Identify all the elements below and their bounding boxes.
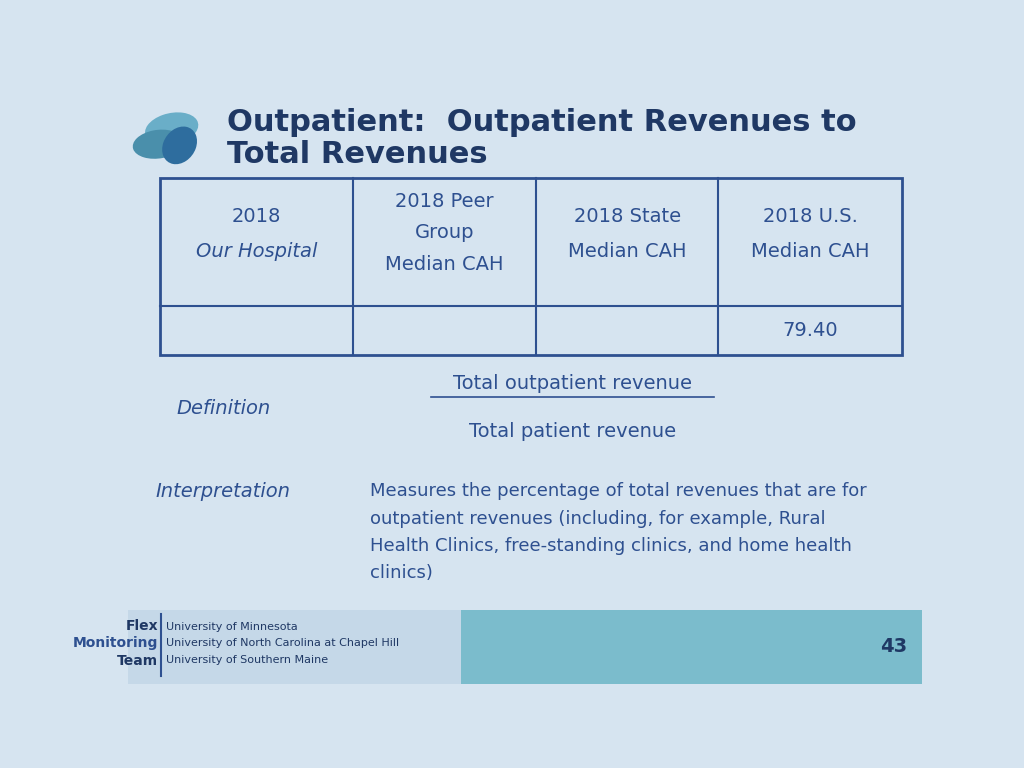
Text: University of Southern Maine: University of Southern Maine [166, 655, 329, 665]
Ellipse shape [133, 130, 183, 159]
Text: Flex: Flex [126, 618, 158, 633]
Text: 2018: 2018 [231, 207, 282, 226]
Text: 79.40: 79.40 [782, 321, 838, 340]
Text: Definition: Definition [176, 399, 270, 418]
Text: Total patient revenue: Total patient revenue [469, 422, 676, 441]
Text: Our Hospital: Our Hospital [196, 243, 317, 261]
Text: 2018 State: 2018 State [573, 207, 681, 226]
FancyBboxPatch shape [128, 610, 922, 684]
Text: 43: 43 [881, 637, 907, 657]
Text: Outpatient:  Outpatient Revenues to: Outpatient: Outpatient Revenues to [227, 108, 857, 137]
Text: Median CAH: Median CAH [385, 255, 504, 274]
Ellipse shape [145, 112, 199, 145]
Text: Group: Group [415, 223, 474, 243]
Ellipse shape [162, 127, 197, 164]
Text: Interpretation: Interpretation [156, 482, 291, 501]
Text: Team: Team [117, 654, 158, 668]
Text: Total Revenues: Total Revenues [227, 140, 487, 169]
Text: Total outpatient revenue: Total outpatient revenue [453, 374, 692, 393]
Text: 2018 U.S.: 2018 U.S. [763, 207, 857, 226]
Text: Monitoring: Monitoring [73, 637, 158, 650]
Text: Median CAH: Median CAH [751, 243, 869, 261]
FancyBboxPatch shape [461, 610, 922, 684]
Text: University of Minnesota: University of Minnesota [166, 622, 298, 632]
Text: 2018 Peer: 2018 Peer [395, 192, 494, 211]
Text: Median CAH: Median CAH [568, 243, 686, 261]
Text: Measures the percentage of total revenues that are for
outpatient revenues (incl: Measures the percentage of total revenue… [370, 482, 866, 581]
Text: University of North Carolina at Chapel Hill: University of North Carolina at Chapel H… [166, 638, 399, 648]
FancyBboxPatch shape [160, 178, 902, 356]
